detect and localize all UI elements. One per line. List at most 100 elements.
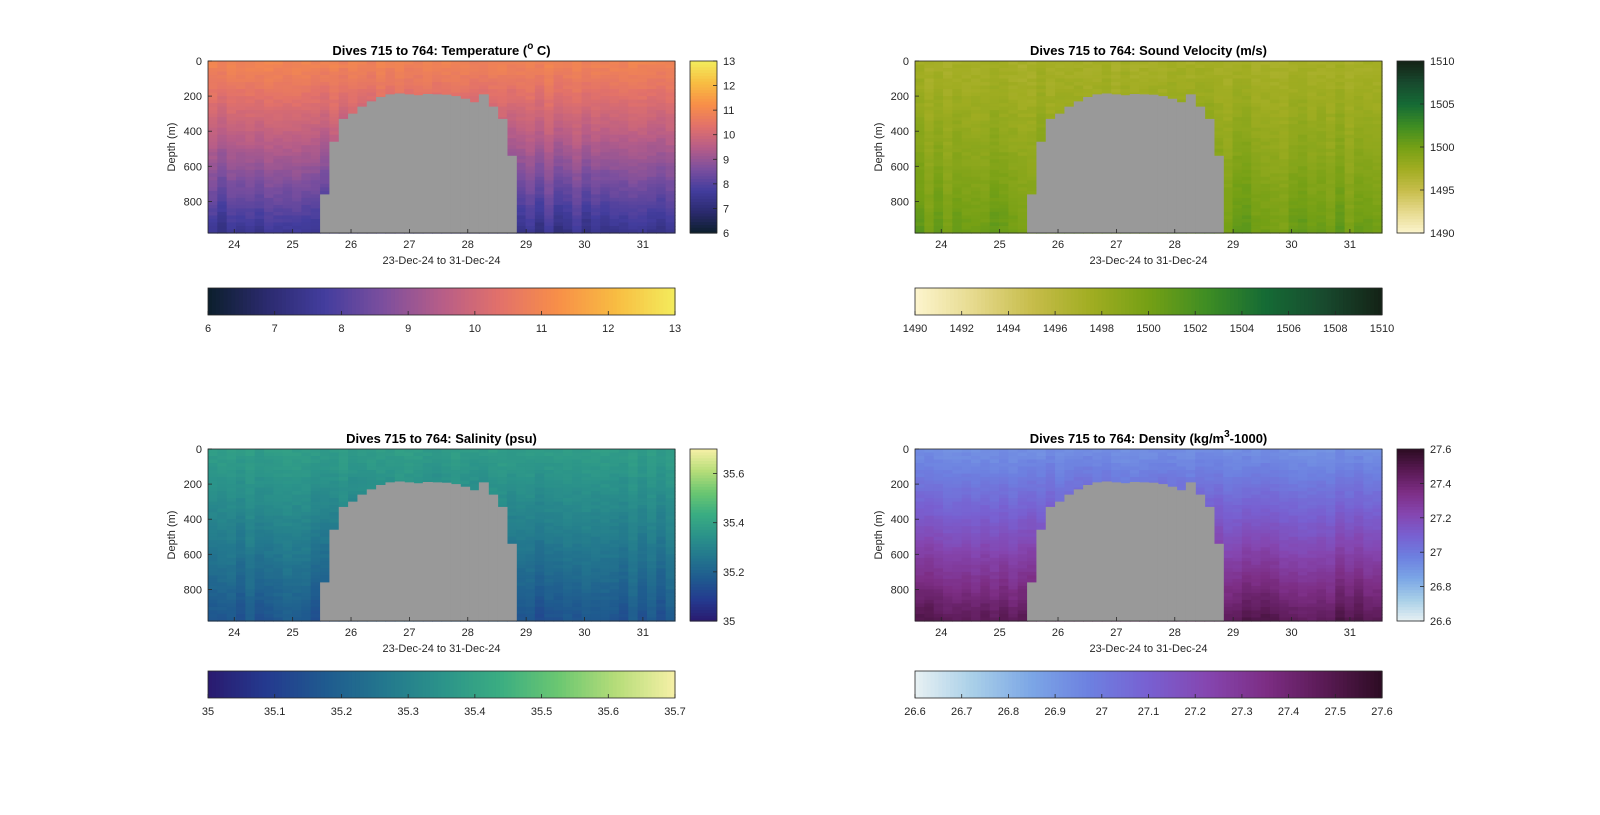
heatmap-cell [534, 190, 545, 195]
heatmap-cell [1223, 197, 1234, 203]
heatmap-cell [1092, 75, 1103, 80]
heatmap-cell [534, 110, 545, 115]
heatmap-cell [1223, 78, 1234, 83]
colorbar-segment [340, 288, 345, 315]
heatmap-cell [562, 215, 573, 220]
heatmap-cell [618, 113, 629, 118]
heatmap-cell [665, 138, 676, 143]
heatmap-cell [217, 194, 228, 199]
colorbar-segment [363, 288, 369, 315]
colorbar-segment [235, 288, 240, 315]
heatmap-cell [516, 229, 527, 234]
heatmap-cell [516, 159, 527, 164]
heatmap-cell [590, 117, 601, 122]
heatmap-cell [320, 75, 331, 80]
heatmap-cell [273, 229, 284, 234]
heatmap-cell [245, 162, 256, 167]
heatmap-cell [915, 159, 925, 164]
heatmap-cell [1223, 222, 1234, 227]
heatmap-cell [245, 99, 256, 104]
heatmap-cell [609, 152, 620, 157]
heatmap-cell [971, 85, 981, 90]
colorbar-segment [690, 112, 717, 117]
heatmap-cell [292, 166, 302, 171]
heatmap-cell [217, 201, 228, 206]
heatmap-cell [1288, 64, 1299, 69]
heatmap-cell [933, 197, 944, 203]
heatmap-cell [226, 183, 237, 188]
heatmap-cell [971, 120, 981, 125]
heatmap-cell [665, 197, 676, 203]
heatmap-cell [933, 190, 944, 195]
heatmap-cell [320, 82, 331, 87]
heatmap-cell [590, 78, 601, 83]
heatmap-cell [236, 110, 246, 115]
colorbar-segment [293, 288, 299, 315]
colorbar-segment [647, 288, 653, 315]
heatmap-cell [226, 110, 237, 115]
heatmap-cell [1297, 89, 1308, 94]
heatmap-cell [301, 96, 312, 101]
heatmap-cell [924, 99, 935, 104]
heatmap-cell [1073, 68, 1084, 73]
heatmap-cell [282, 71, 293, 76]
heatmap-cell [952, 141, 963, 146]
heatmap-cell [1027, 71, 1038, 76]
colorbar-tick-label: 9 [405, 323, 411, 335]
heatmap-cell [665, 201, 676, 206]
heatmap-cell [534, 64, 545, 69]
heatmap-cell [506, 141, 517, 146]
heatmap-cell [320, 78, 331, 83]
heatmap-cell [961, 134, 972, 139]
heatmap-cell [1260, 152, 1271, 157]
colorbar-tick-label: 13 [669, 323, 681, 335]
heatmap-cell [562, 152, 573, 157]
heatmap-cell [329, 124, 340, 129]
heatmap-cell [236, 155, 246, 160]
heatmap-cell [915, 92, 925, 97]
colorbar-segment [632, 288, 637, 315]
heatmap-cell [581, 218, 592, 224]
heatmap-cell [562, 117, 573, 122]
heatmap-cell [254, 92, 265, 97]
heatmap-cell [376, 82, 387, 87]
heatmap-cell [226, 176, 237, 181]
heatmap-cell [245, 85, 256, 90]
heatmap-cell [915, 103, 925, 108]
heatmap-cell [1008, 110, 1019, 115]
heatmap-cell [999, 155, 1009, 160]
heatmap-cell [600, 218, 611, 224]
heatmap-cell [273, 190, 284, 195]
heatmap-cell [609, 215, 620, 220]
heatmap-cell [1241, 99, 1252, 104]
heatmap-cell [590, 82, 601, 87]
colorbar-segment [227, 288, 232, 315]
heatmap-cell [385, 61, 396, 66]
heatmap-cell [506, 89, 517, 94]
heatmap-cell [1251, 64, 1262, 69]
heatmap-cell [1325, 183, 1336, 188]
heatmap-cell [1335, 110, 1346, 115]
colorbar-segment [433, 288, 439, 315]
heatmap-cell [1027, 92, 1038, 97]
heatmap-cell [254, 113, 265, 118]
heatmap-cell [590, 103, 601, 108]
heatmap-cell [1335, 96, 1346, 101]
heatmap-cell [1297, 197, 1308, 203]
heatmap-cell [1008, 162, 1019, 167]
heatmap-cell [245, 134, 256, 139]
heatmap-cell [1288, 183, 1299, 188]
heatmap-cell [665, 187, 676, 192]
heatmap-cell [254, 138, 265, 143]
heatmap-cell [646, 124, 657, 129]
heatmap-cell [952, 131, 963, 136]
heatmap-cell [933, 218, 944, 224]
heatmap-cell [282, 127, 293, 132]
heatmap-cell [525, 103, 536, 108]
heatmap-cell [310, 187, 321, 192]
heatmap-cell [1176, 75, 1187, 80]
heatmap-cell [516, 155, 527, 160]
heatmap-cell [1027, 180, 1038, 185]
colorbar-segment [690, 169, 717, 174]
heatmap-cell [1232, 180, 1243, 185]
